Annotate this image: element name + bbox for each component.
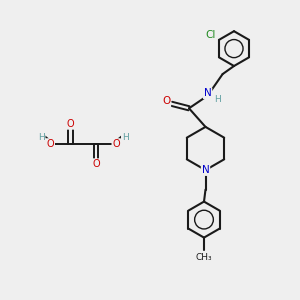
Text: N: N bbox=[204, 88, 212, 98]
Text: O: O bbox=[67, 119, 74, 129]
Text: O: O bbox=[92, 159, 100, 169]
Text: O: O bbox=[162, 96, 170, 106]
Text: N: N bbox=[202, 165, 209, 175]
Text: O: O bbox=[112, 139, 120, 149]
Text: CH₃: CH₃ bbox=[196, 253, 212, 262]
Text: H: H bbox=[38, 133, 45, 142]
Text: H: H bbox=[122, 133, 128, 142]
Text: Cl: Cl bbox=[205, 29, 216, 40]
Text: H: H bbox=[214, 95, 221, 104]
Text: O: O bbox=[46, 139, 54, 149]
